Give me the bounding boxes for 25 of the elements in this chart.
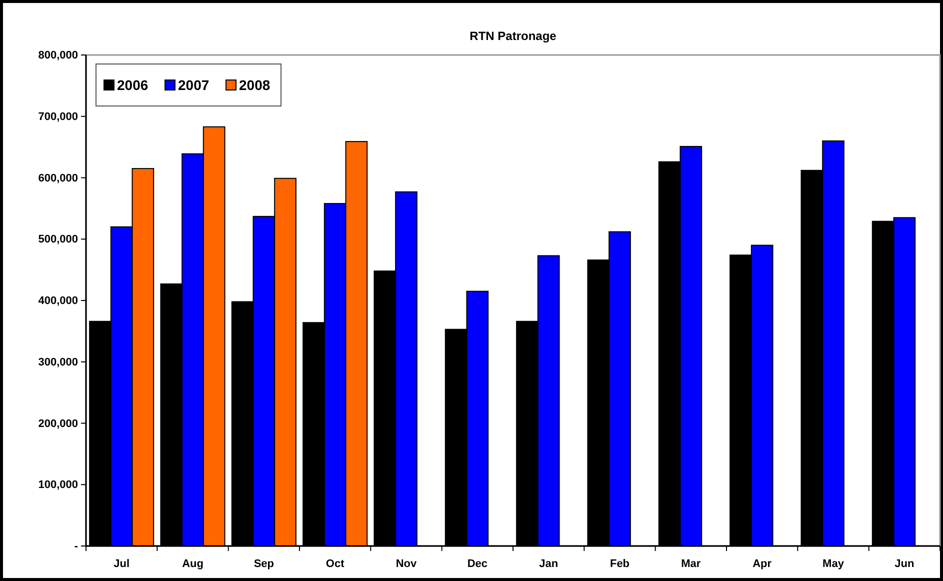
x-tick-label: Jul — [114, 558, 130, 570]
x-tick-label: May — [822, 558, 845, 570]
y-tick-label: - — [74, 540, 78, 553]
y-tick-label: 800,000 — [38, 50, 78, 62]
x-tick-label: Jan — [539, 558, 558, 570]
y-tick-label: 500,000 — [38, 234, 78, 246]
x-tick-label: Aug — [182, 558, 204, 570]
x-tick-label: Sep — [254, 558, 274, 570]
legend-label: 2007 — [178, 77, 210, 93]
chart-title: RTN Patronage — [470, 29, 557, 43]
x-tick-label: Apr — [752, 558, 772, 570]
x-tick-label: Nov — [396, 558, 418, 570]
y-tick-label: 300,000 — [38, 356, 78, 368]
x-tick-label: Feb — [610, 558, 630, 570]
y-tick-label: 200,000 — [38, 418, 78, 430]
x-tick-label: Oct — [326, 558, 345, 570]
y-tick-label: 400,000 — [38, 295, 78, 308]
y-tick-label: 100,000 — [38, 479, 78, 492]
legend-label: 2008 — [239, 77, 270, 93]
y-tick-label: 600,000 — [38, 172, 78, 184]
x-tick-label: Dec — [467, 558, 488, 570]
y-tick-label: 700,000 — [38, 110, 78, 123]
x-tick-label: Jun — [894, 558, 914, 570]
x-tick-label: Mar — [681, 558, 702, 570]
legend-label: 2006 — [117, 77, 148, 93]
